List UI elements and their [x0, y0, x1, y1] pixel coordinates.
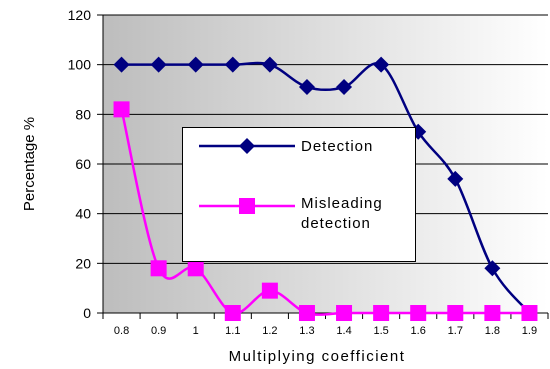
y-tick-label-100: 100	[68, 57, 92, 73]
y-tick-label-40: 40	[75, 206, 91, 222]
legend-label-misleading-line1: Misleading	[301, 195, 383, 212]
point-detection-1.1	[224, 56, 241, 73]
x-tick-label-0.8: 0.8	[114, 325, 129, 337]
point-detection-1.3	[298, 79, 315, 96]
point-detection-1.7	[447, 170, 464, 187]
point-detection-1.4	[336, 79, 353, 96]
misleading-line-marker-icon	[199, 198, 295, 214]
point-misleading-detection-1.2	[261, 282, 278, 299]
x-tick-label-1.6: 1.6	[411, 325, 426, 337]
x-tick-label-0.9: 0.9	[151, 325, 166, 337]
legend: Detection Misleading detection	[182, 127, 416, 262]
point-misleading-detection-1.7	[447, 305, 464, 321]
y-tick-labels: 0 20 40 60 80 100 120	[68, 7, 92, 321]
point-misleading-detection-1.4	[336, 305, 353, 321]
x-tick-label-1: 1	[193, 325, 199, 337]
point-misleading-detection-1.8	[484, 305, 501, 321]
point-misleading-detection-1.1	[224, 305, 241, 321]
point-misleading-detection-1.6	[410, 305, 427, 321]
series-group	[113, 56, 538, 321]
x-tick-label-1.8: 1.8	[485, 325, 500, 337]
x-tick-label-1.2: 1.2	[262, 325, 277, 337]
point-misleading-detection-0.8	[113, 101, 130, 118]
point-detection-0.8	[113, 56, 130, 73]
legend-label-detection: Detection	[301, 138, 374, 155]
point-detection-0.9	[150, 56, 167, 73]
point-misleading-detection-1.9	[521, 305, 538, 321]
point-detection-1	[187, 56, 204, 73]
x-tick-label-1.7: 1.7	[448, 325, 463, 337]
x-tick-label-1.3: 1.3	[299, 325, 314, 337]
y-tick-label-20: 20	[75, 255, 91, 271]
point-detection-1.5	[373, 56, 390, 73]
x-tick-labels: 0.8 0.9 1 1.1 1.2 1.3 1.4 1.5 1.6 1.7 1.8 1.9	[114, 325, 537, 337]
legend-entry-misleading-detection: Misleading detection	[183, 194, 415, 236]
point-detection-1.2	[261, 56, 278, 73]
detection-line-marker-icon	[199, 138, 295, 154]
y-tick-label-120: 120	[68, 7, 92, 23]
point-misleading-detection-1.5	[373, 305, 390, 321]
y-tick-label-60: 60	[75, 156, 91, 172]
point-misleading-detection-1	[187, 260, 204, 277]
x-axis-label: Multiplying coefficient	[229, 348, 406, 365]
point-detection-1.8	[484, 260, 501, 277]
x-tick-label-1.9: 1.9	[522, 325, 537, 337]
y-tick-label-0: 0	[83, 305, 91, 321]
x-tick-label-1.5: 1.5	[373, 325, 388, 337]
y-tick-label-80: 80	[75, 106, 91, 122]
legend-label-misleading-line2: detection	[301, 215, 371, 232]
y-axis-label: Percentage %	[21, 117, 38, 211]
point-misleading-detection-0.9	[150, 260, 167, 277]
x-tick-label-1.1: 1.1	[225, 325, 240, 337]
point-misleading-detection-1.3	[298, 305, 315, 321]
legend-entry-detection: Detection	[183, 136, 415, 158]
x-tick-label-1.4: 1.4	[336, 325, 351, 337]
